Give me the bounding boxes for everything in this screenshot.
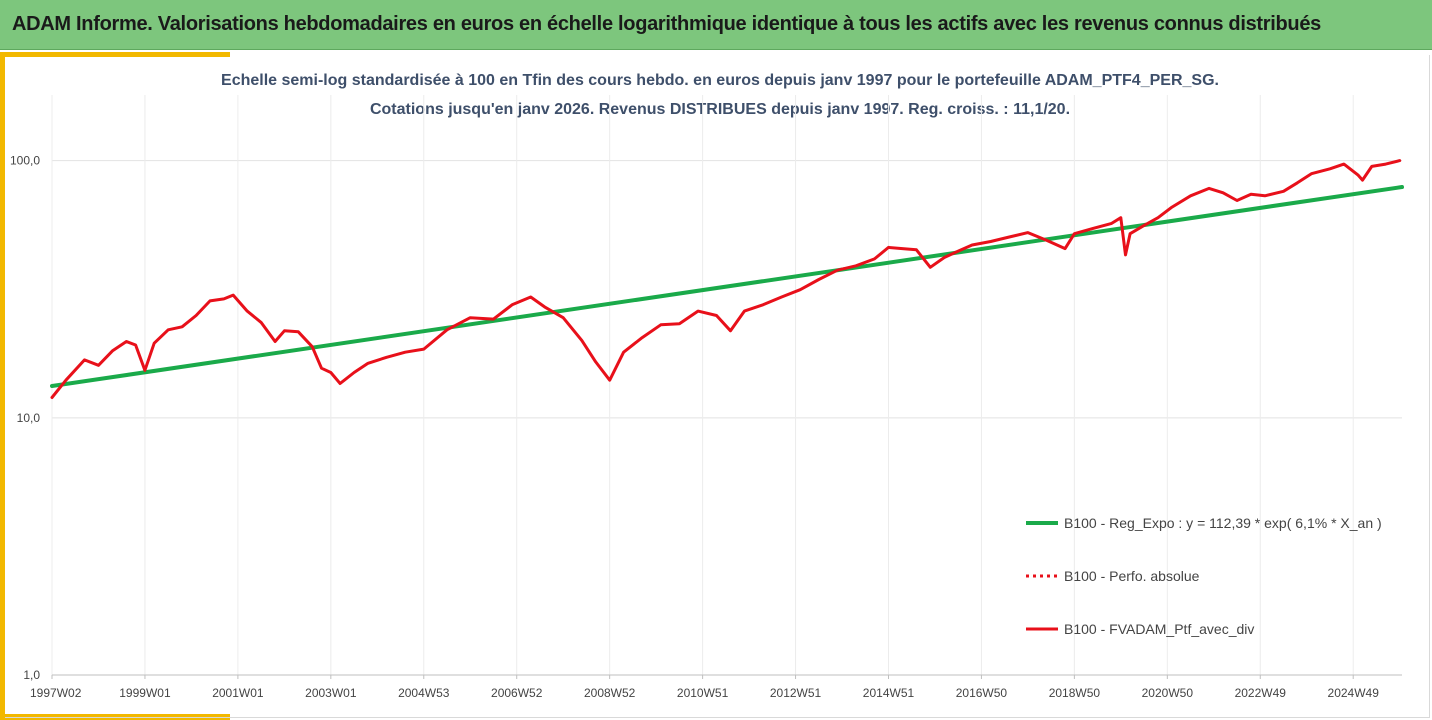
series-line-2 xyxy=(50,159,1402,399)
x-tick-label: 2018W50 xyxy=(1049,686,1101,700)
legend-label: B100 - Reg_Expo : y = 112,39 * exp( 6,1%… xyxy=(1064,515,1382,531)
x-tick-label: 2003W01 xyxy=(305,686,357,700)
x-axis-ticks: 1997W02 1999W01 2001W01 2003W01 2004W53 2006W… xyxy=(30,675,1379,700)
legend-label: B100 - Perfo. absolue xyxy=(1064,568,1200,584)
x-tick-label: 2022W49 xyxy=(1235,686,1287,700)
x-tick-label: 1997W02 xyxy=(30,686,82,700)
series-line-0 xyxy=(50,185,1404,388)
accent-bar-left xyxy=(0,52,5,720)
chart-subtitle: Cotations jusqu'en janv 2026. Revenus DI… xyxy=(369,101,1071,118)
grid-lines xyxy=(51,95,1402,676)
chart-title: Echelle semi-log standardisée à 100 en T… xyxy=(221,72,1219,89)
chart-frame xyxy=(5,55,1430,718)
x-tick-label: 2012W51 xyxy=(770,686,822,700)
series-layer xyxy=(50,159,1404,399)
x-tick-label: 2020W50 xyxy=(1142,686,1194,700)
accent-bar-top xyxy=(0,52,230,57)
x-tick-label: 2006W52 xyxy=(491,686,543,700)
y-tick-label: 1,0 xyxy=(23,668,40,682)
title-banner: ADAM Informe. Valorisations hebdomadaire… xyxy=(0,0,1432,50)
x-tick-label: 2010W51 xyxy=(677,686,729,700)
y-tick-label: 10,0 xyxy=(17,411,41,425)
x-tick-label: 2016W50 xyxy=(956,686,1008,700)
y-tick-label: 100,0 xyxy=(10,154,40,168)
x-tick-label: 2024W49 xyxy=(1328,686,1380,700)
x-tick-label: 2014W51 xyxy=(863,686,915,700)
y-axis-ticks: 1,0 10,0 100,0 xyxy=(10,154,40,682)
page-title: ADAM Informe. Valorisations hebdomadaire… xyxy=(12,13,1321,35)
legend: B100 - Reg_Expo : y = 112,39 * exp( 6,1%… xyxy=(1026,515,1382,637)
x-tick-label: 2001W01 xyxy=(212,686,264,700)
legend-label: B100 - FVADAM_Ptf_avec_div xyxy=(1064,621,1254,637)
x-tick-label: 2008W52 xyxy=(584,686,636,700)
x-tick-label: 2004W53 xyxy=(398,686,450,700)
x-tick-label: 1999W01 xyxy=(119,686,171,700)
